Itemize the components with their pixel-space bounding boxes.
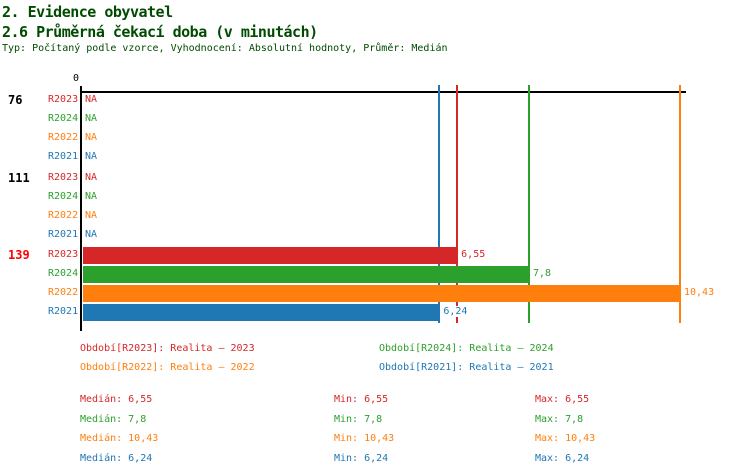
na-value-label: NA	[85, 228, 98, 240]
bar-r2022	[83, 285, 680, 302]
stat-max-r2023: Max: 6,55	[535, 394, 590, 405]
reference-line-r2024	[527, 85, 530, 323]
legend-item-r2024: Období[R2024]: Realita – 2024	[379, 343, 554, 354]
series-label-r2022: R2022	[48, 209, 79, 221]
na-value-label: NA	[85, 151, 98, 162]
series-label-r2024: R2024	[48, 113, 79, 124]
reference-line-r2022	[678, 85, 681, 323]
series-label-r2023: R2023	[48, 249, 79, 260]
group-label: 139	[8, 248, 30, 262]
group-label: 111	[8, 170, 30, 185]
chart-title: 2.6 Průměrná čekací doba (v minutách)	[2, 23, 318, 41]
series-label-r2022: R2022	[48, 287, 79, 298]
legend-item-r2021: Období[R2021]: Realita – 2021	[379, 362, 554, 373]
bar-value-label: 6,55	[461, 249, 486, 260]
series-label-r2023: R2023	[48, 94, 79, 105]
reference-line-r2021	[438, 85, 441, 323]
y-axis-line	[80, 86, 82, 331]
stat-min-r2021: Min: 6,24	[334, 452, 389, 464]
stat-max-r2024: Max: 7,8	[535, 413, 584, 425]
x-axis-line	[81, 91, 686, 93]
na-value-label: NA	[85, 171, 98, 183]
legend-item-r2022: Období[R2022]: Realita – 2022	[80, 362, 255, 373]
series-label-r2021: R2021	[48, 228, 79, 240]
bar-value-label: 7,8	[532, 268, 552, 279]
group-label: 76	[8, 93, 23, 107]
series-label-r2024: R2024	[48, 190, 79, 202]
report-section-title: 2. Evidence obyvatel	[2, 3, 173, 21]
stat-median-r2023: Medián: 6,55	[80, 394, 153, 405]
na-value-label: NA	[85, 94, 98, 105]
bar-r2021	[83, 304, 440, 321]
legend-item-r2023: Období[R2023]: Realita – 2023	[80, 343, 255, 354]
stat-median-r2024: Medián: 7,8	[80, 413, 147, 425]
stat-median-r2022: Medián: 10,43	[80, 433, 159, 444]
series-label-r2021: R2021	[48, 151, 79, 162]
bar-value-label: 6,24	[443, 306, 468, 317]
na-value-label: NA	[85, 113, 98, 124]
series-label-r2024: R2024	[48, 268, 79, 279]
na-value-label: NA	[85, 190, 98, 202]
stat-max-r2021: Max: 6,24	[535, 452, 590, 464]
series-label-r2023: R2023	[48, 171, 79, 183]
na-value-label: NA	[85, 132, 98, 143]
stat-min-r2023: Min: 6,55	[334, 394, 389, 405]
bar-value-label: 10,43	[683, 287, 715, 298]
chart-subtitle: Typ: Počítaný podle vzorce, Vyhodnocení:…	[2, 43, 448, 54]
stat-min-r2022: Min: 10,43	[334, 433, 395, 444]
series-label-r2021: R2021	[48, 306, 79, 317]
stat-min-r2024: Min: 7,8	[334, 413, 383, 425]
axis-zero-label: 0	[73, 73, 80, 84]
stat-max-r2022: Max: 10,43	[535, 433, 596, 444]
stat-median-r2021: Medián: 6,24	[80, 452, 153, 464]
reference-line-r2023	[456, 85, 459, 323]
bar-r2024	[83, 266, 529, 283]
na-value-label: NA	[85, 209, 98, 221]
bar-r2023	[83, 247, 458, 264]
series-label-r2022: R2022	[48, 132, 79, 143]
